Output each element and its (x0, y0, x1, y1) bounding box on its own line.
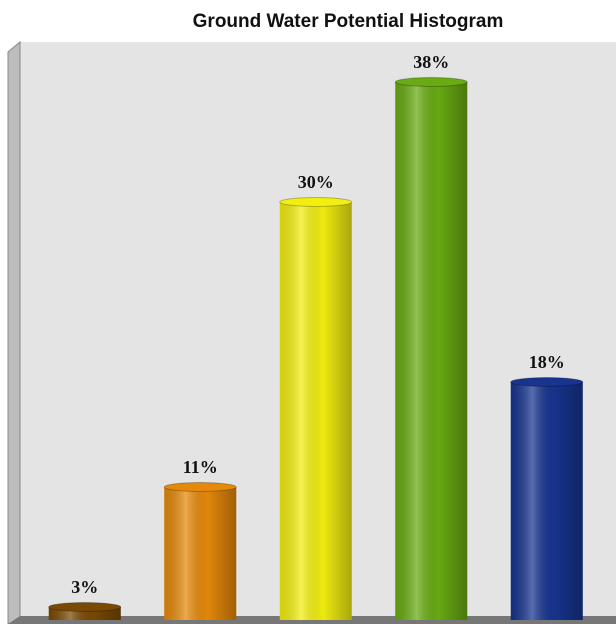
plot-wall (7, 40, 21, 624)
value-label: 30% (298, 172, 334, 192)
bar-shade (279, 202, 352, 620)
bar-shade (395, 82, 468, 620)
bar-shade (510, 382, 583, 620)
value-label: 11% (183, 457, 218, 477)
bar-shade (164, 487, 237, 620)
value-label: 3% (71, 577, 98, 597)
bar-cap (279, 197, 353, 207)
bar-cap (163, 482, 237, 492)
value-label: 38% (413, 52, 449, 72)
bar-cap (510, 377, 584, 387)
bar-cap (394, 77, 468, 87)
bar-cap (48, 602, 122, 612)
value-label: 18% (529, 352, 565, 372)
chart-title: Ground Water Potential Histogram (193, 11, 504, 32)
